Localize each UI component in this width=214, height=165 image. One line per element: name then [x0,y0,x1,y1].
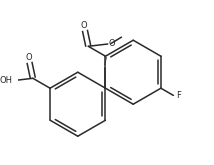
Text: O: O [108,39,115,48]
Text: F: F [176,91,181,100]
Text: l: l [104,56,107,66]
Text: O: O [80,21,87,30]
Text: OH: OH [0,76,12,84]
Text: O: O [25,53,32,62]
